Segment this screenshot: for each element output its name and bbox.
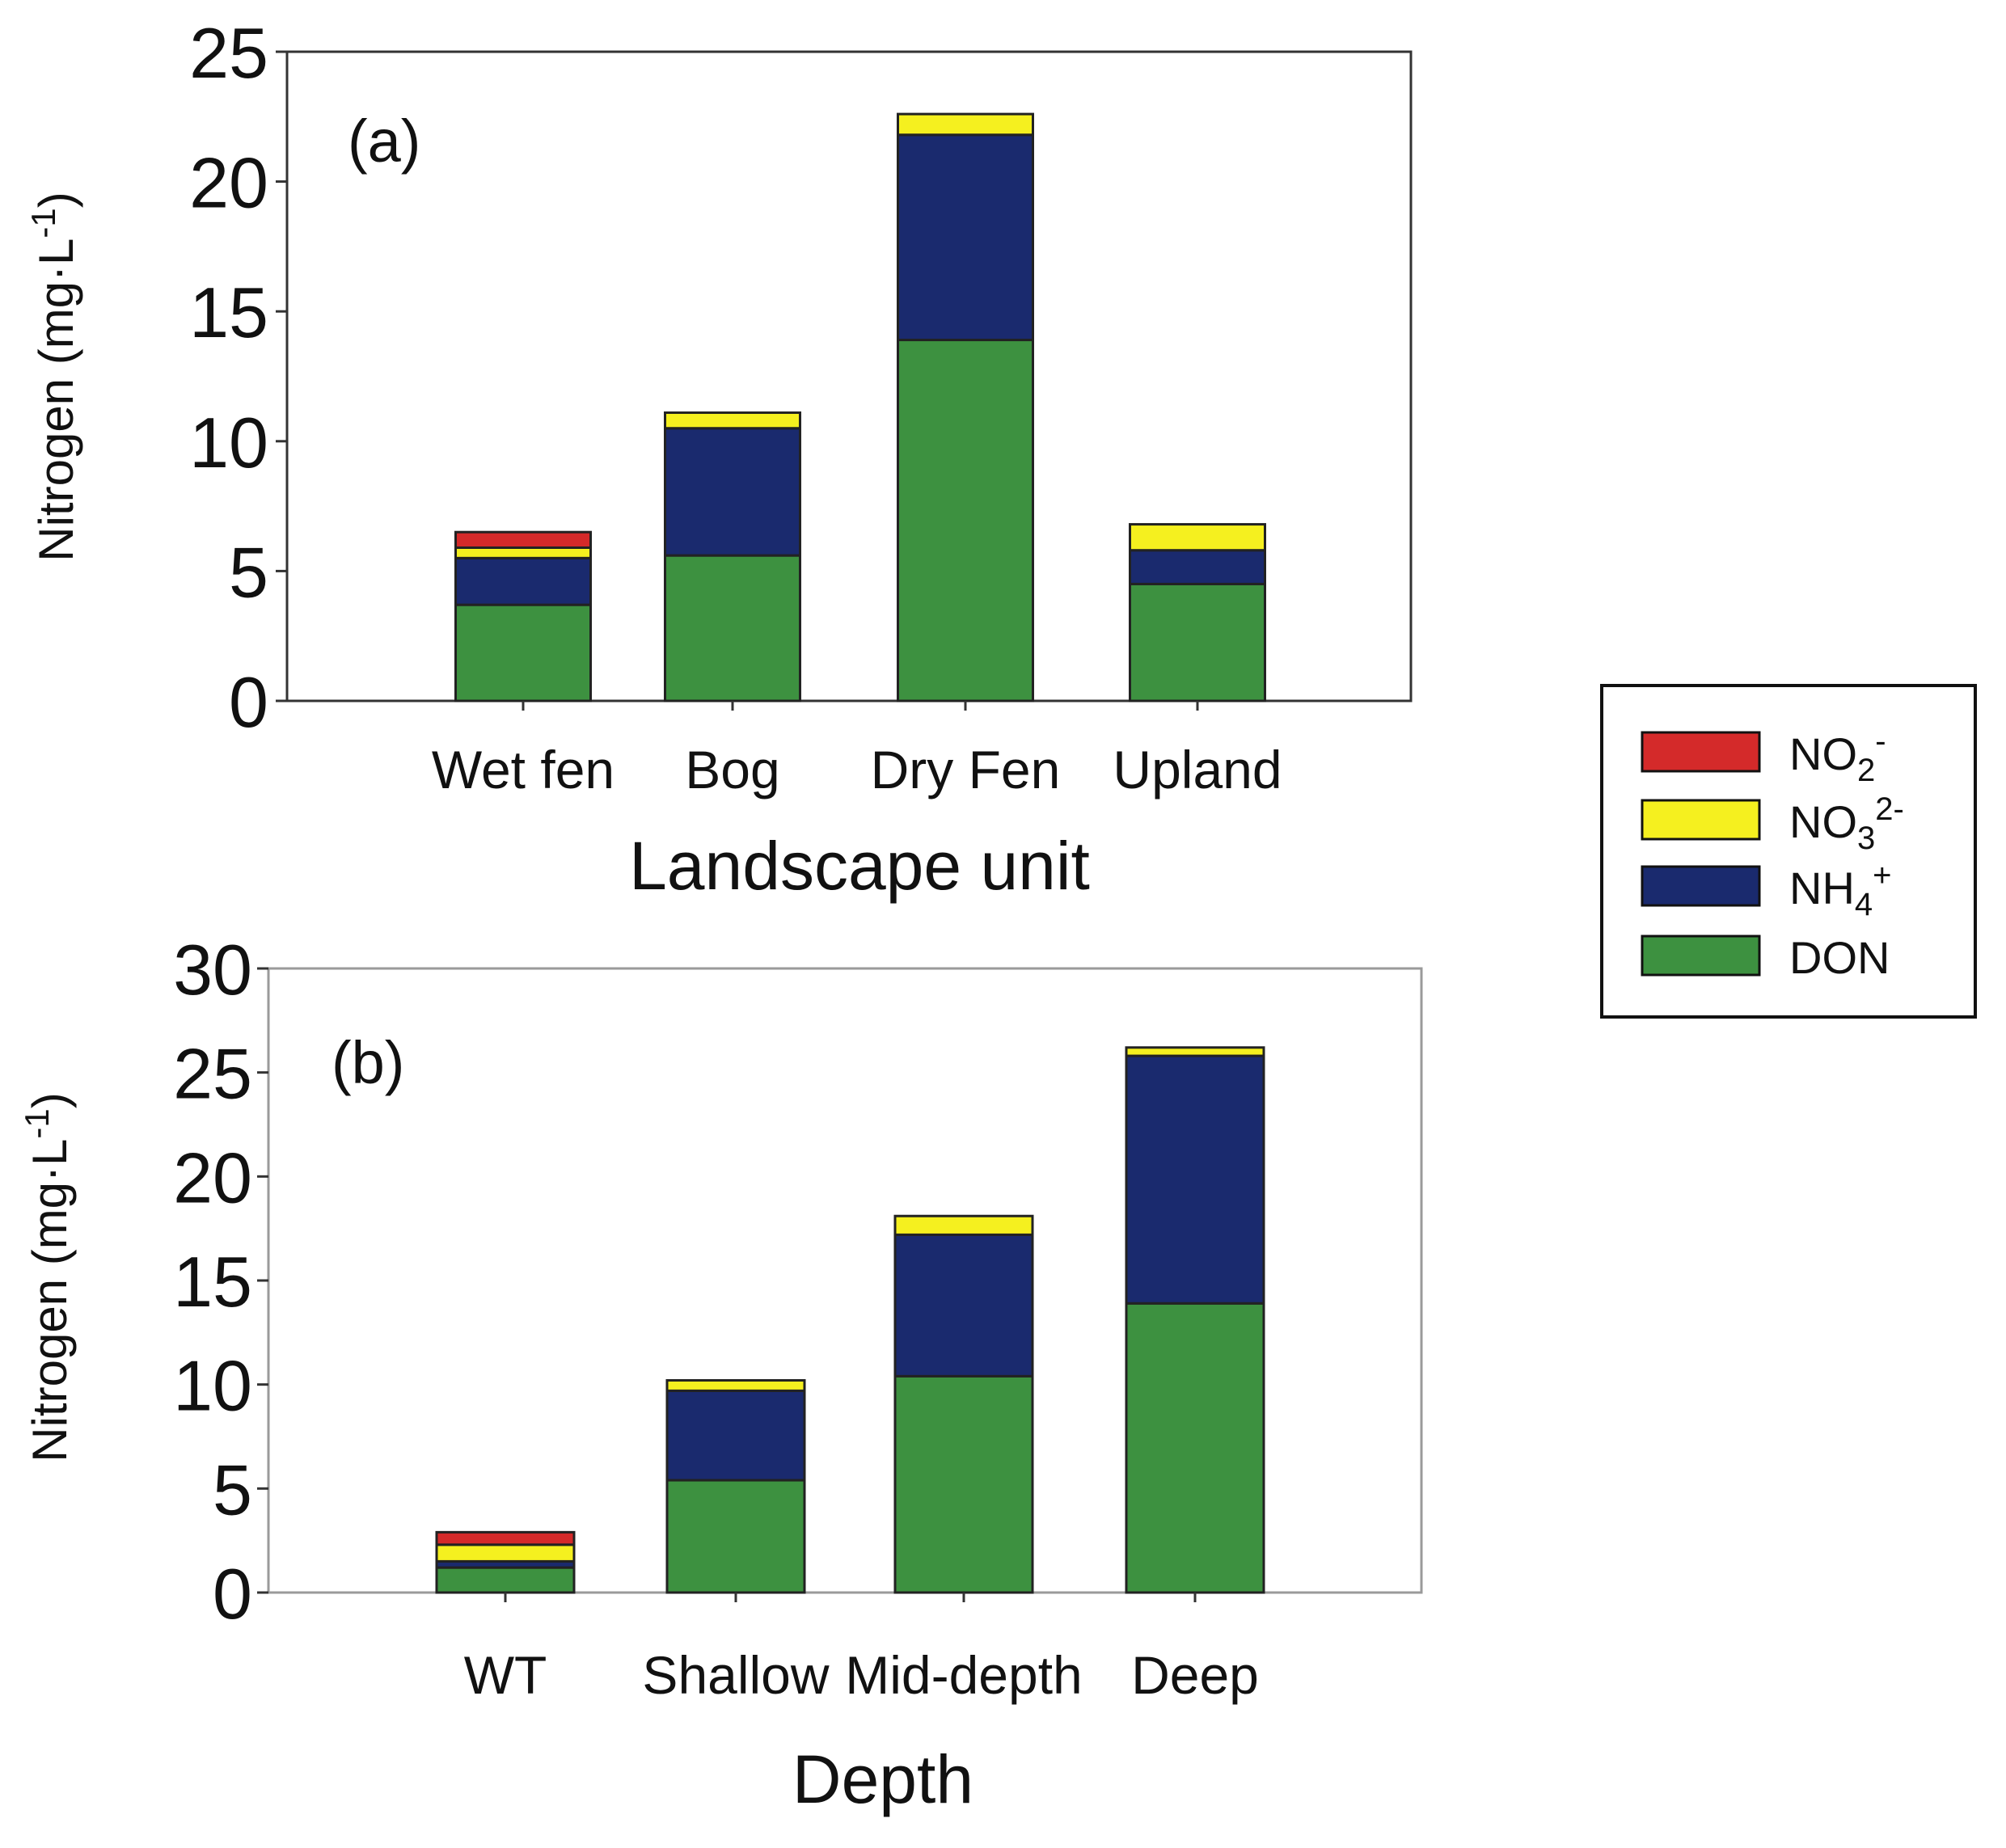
panel-label-a: (a)	[348, 108, 420, 175]
y-tick-label-a-0: 0	[229, 662, 268, 742]
y-tick-label-a-5: 5	[229, 532, 268, 612]
bar-a-upland-don	[1129, 582, 1266, 702]
legend-swatch-nh4	[1641, 865, 1761, 907]
bar-a-dry-fen-nh4	[897, 133, 1034, 342]
x-tick-label-b-mid-depth: Mid-depth	[845, 1645, 1083, 1705]
bar-b-deep-nh4	[1125, 1054, 1265, 1305]
legend-swatch-don	[1641, 935, 1761, 977]
bar-b-mid-depth-no3-2	[893, 1214, 1034, 1236]
x-tick-label-a-wet-fen: Wet fen	[432, 740, 614, 800]
y-tick-label-a-10: 10	[189, 403, 268, 483]
y-tick-label-b-25: 25	[173, 1034, 252, 1114]
bar-a-wet-fen-no3-2	[454, 546, 592, 559]
bar-a-bog-no3-2	[664, 411, 801, 430]
x-tick-label-a-dry-fen: Dry Fen	[871, 740, 1061, 800]
legend-label-nh4: NH4+	[1789, 858, 1892, 922]
bar-a-wet-fen-nh4	[454, 556, 592, 606]
y-tick-label-b-20: 20	[173, 1137, 252, 1217]
x-tick-label-a-bog: Bog	[685, 740, 779, 800]
bar-a-bog-nh4	[664, 427, 801, 557]
bar-a-bog-don	[664, 554, 801, 702]
legend: NO2- NO32- NH4+ DON	[1600, 684, 1977, 1019]
legend-label-no2: NO2-	[1789, 724, 1886, 788]
legend-label-no3: NO32-	[1789, 791, 1904, 856]
legend-item-no2: NO2-	[1641, 724, 1886, 788]
plot-frame-a	[285, 50, 1413, 702]
y-tick-label-a-20: 20	[189, 143, 268, 223]
bar-a-wet-fen-no2	[454, 530, 592, 549]
x-tick-label-b-deep: Deep	[1131, 1645, 1259, 1705]
bar-a-upland-nh4	[1129, 549, 1266, 585]
y-tick-label-b-15: 15	[173, 1242, 252, 1322]
x-tick-label-b-shallow: Shallow	[642, 1645, 829, 1705]
x-axis-title-b: Depth	[792, 1741, 973, 1817]
y-tick-label-a-15: 15	[189, 272, 268, 352]
bar-b-wt-no3-2	[435, 1543, 576, 1563]
bar-b-mid-depth-don	[893, 1374, 1034, 1594]
bar-a-dry-fen-no3-2	[897, 112, 1034, 137]
bar-b-shallow-don	[665, 1479, 806, 1594]
legend-item-no3: NO32-	[1641, 791, 1904, 856]
y-axis-title-b: Nitrogen (mg·L-1)	[18, 1092, 77, 1462]
bar-a-dry-fen-don	[897, 339, 1034, 702]
bar-a-wet-fen-don	[454, 603, 592, 702]
legend-item-don: DON	[1641, 932, 1890, 983]
bar-a-upland-no3-2	[1129, 523, 1266, 552]
y-tick-label-b-30: 30	[173, 930, 252, 1010]
chart-panel-a: 0 5 10 15 20 25 Wet fen Bog Dry Fen Upland (a) Land…	[24, 13, 1413, 904]
legend-swatch-no3	[1641, 799, 1761, 841]
legend-swatch-no2	[1641, 731, 1761, 773]
bar-b-deep-no3-2	[1125, 1046, 1265, 1057]
chart-panel-b: 0 5 10 15 20 25 30 WT Shallow Mid-depth Deep (b) Dep…	[18, 930, 1423, 1817]
legend-label-don: DON	[1789, 932, 1890, 983]
y-tick-label-b-10: 10	[173, 1346, 252, 1426]
bar-b-wt-don	[435, 1566, 576, 1594]
legend-item-nh4: NH4+	[1641, 858, 1892, 922]
bar-b-mid-depth-nh4	[893, 1233, 1034, 1378]
x-tick-label-b-wt: WT	[464, 1645, 547, 1705]
y-tick-label-a-25: 25	[189, 13, 268, 93]
bar-b-shallow-nh4	[665, 1389, 806, 1482]
panel-label-b: (b)	[332, 1029, 404, 1096]
x-tick-label-a-upland: Upland	[1113, 740, 1282, 800]
y-tick-label-b-0: 0	[213, 1554, 252, 1634]
bar-b-wt-no2	[435, 1530, 576, 1546]
bar-b-shallow-no3-2	[665, 1379, 806, 1392]
x-axis-title-a: Landscape unit	[629, 828, 1090, 904]
y-tick-label-b-5: 5	[213, 1449, 252, 1529]
bar-b-deep-don	[1125, 1302, 1265, 1594]
y-axis-title-a: Nitrogen (mg·L-1)	[24, 192, 83, 561]
